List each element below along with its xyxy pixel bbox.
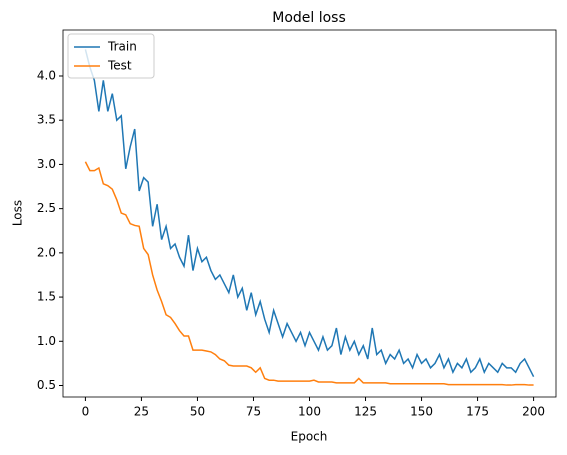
plot-frame [62, 29, 557, 398]
y-axis-label: Loss [11, 200, 25, 226]
line-series [84, 161, 534, 386]
y-tick-label: 2.0 [37, 245, 56, 259]
y-tick-label: 4.0 [37, 68, 56, 82]
x-tick-label: 100 [298, 405, 321, 419]
y-tick-label: 1.0 [37, 334, 56, 348]
x-tick-label: 25 [134, 405, 149, 419]
x-tick-label: 150 [410, 405, 433, 419]
y-tick-label: 2.5 [37, 201, 56, 215]
y-tick-label: 1.5 [37, 290, 56, 304]
legend-box [67, 33, 155, 79]
x-axis-label: Epoch [291, 430, 328, 444]
x-tick-label: 75 [246, 405, 261, 419]
legend-label: Test [107, 59, 132, 73]
y-tick-label: 0.5 [37, 378, 56, 392]
x-tick-label: 175 [466, 405, 489, 419]
y-tick-label: 3.5 [37, 113, 56, 127]
y-tick-label: 3.0 [37, 157, 56, 171]
line-series [84, 49, 535, 377]
x-tick-label: 0 [82, 405, 90, 419]
x-tick-label: 125 [354, 405, 377, 419]
chart-title: Model loss [272, 10, 346, 26]
x-tick-label: 200 [522, 405, 545, 419]
legend-label: Train [107, 40, 137, 54]
x-tick-label: 50 [190, 405, 205, 419]
